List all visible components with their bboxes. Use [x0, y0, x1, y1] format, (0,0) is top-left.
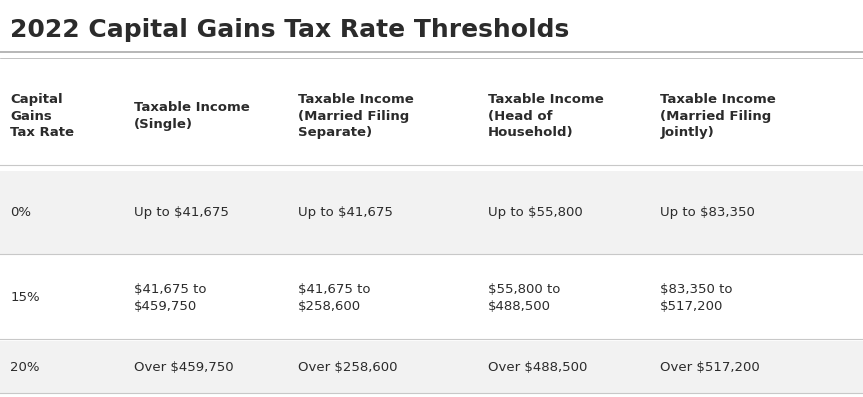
Text: $41,675 to
$459,750: $41,675 to $459,750	[134, 283, 206, 312]
Text: Over $488,500: Over $488,500	[488, 361, 587, 374]
Text: Up to $41,675: Up to $41,675	[298, 206, 393, 219]
Text: Taxable Income
(Single): Taxable Income (Single)	[134, 101, 249, 131]
Bar	[0, 256, 863, 339]
Text: Over $258,600: Over $258,600	[298, 361, 397, 374]
Text: Taxable Income
(Married Filing
Jointly): Taxable Income (Married Filing Jointly)	[660, 93, 776, 139]
Text: Taxable Income
(Married Filing
Separate): Taxable Income (Married Filing Separate)	[298, 93, 413, 139]
Text: 0%: 0%	[10, 206, 31, 219]
Text: Over $517,200: Over $517,200	[660, 361, 760, 374]
Text: Up to $55,800: Up to $55,800	[488, 206, 583, 219]
Text: Capital
Gains
Tax Rate: Capital Gains Tax Rate	[10, 93, 74, 139]
Text: 15%: 15%	[10, 291, 40, 304]
Text: Over $459,750: Over $459,750	[134, 361, 233, 374]
Text: Up to $83,350: Up to $83,350	[660, 206, 755, 219]
Text: Taxable Income
(Head of
Household): Taxable Income (Head of Household)	[488, 93, 603, 139]
Bar	[0, 171, 863, 254]
Text: $83,350 to
$517,200: $83,350 to $517,200	[660, 283, 733, 312]
Text: 2022 Capital Gains Tax Rate Thresholds: 2022 Capital Gains Tax Rate Thresholds	[10, 18, 570, 42]
Text: 20%: 20%	[10, 361, 40, 374]
Text: $55,800 to
$488,500: $55,800 to $488,500	[488, 283, 560, 312]
Bar	[0, 341, 863, 393]
Text: $41,675 to
$258,600: $41,675 to $258,600	[298, 283, 370, 312]
Text: Up to $41,675: Up to $41,675	[134, 206, 229, 219]
